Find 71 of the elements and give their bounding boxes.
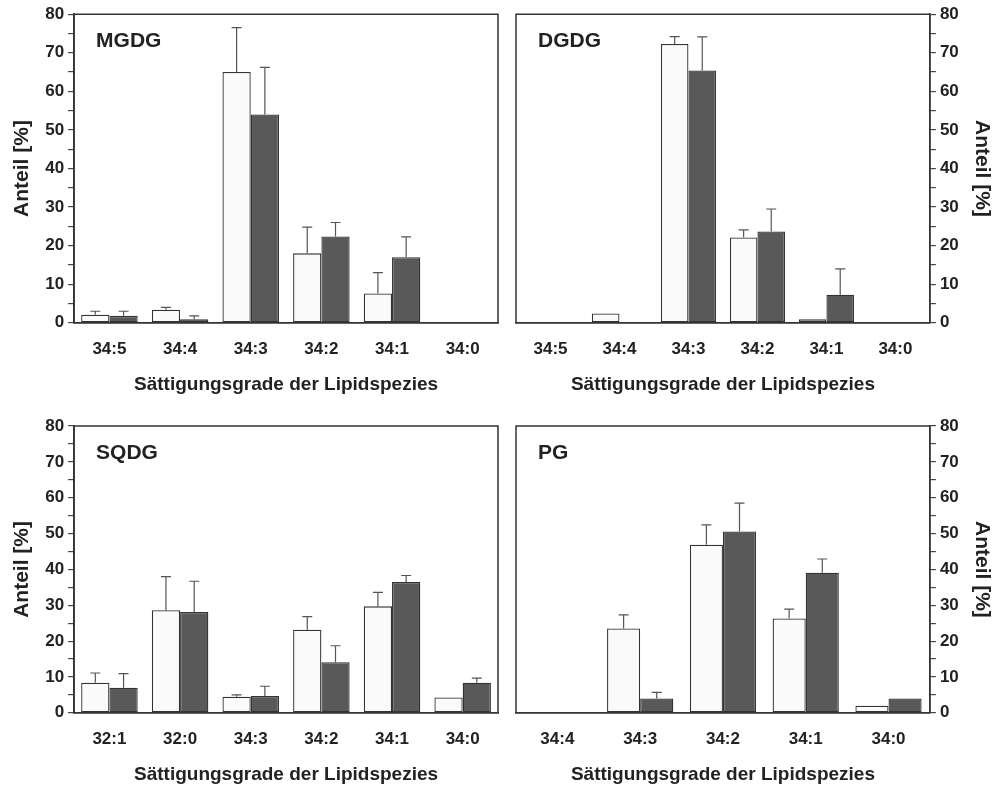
x-tick-label: 34:3 — [671, 338, 706, 358]
x-axis-title: Sättigungsgrade der Lipidspezies — [134, 372, 439, 394]
y2-tick-label: 80 — [939, 415, 959, 435]
x-tick-label: 34:0 — [878, 338, 913, 358]
y-tick-label: 60 — [45, 487, 65, 507]
y2-tick-label: 70 — [939, 451, 959, 471]
y-tick-label: 10 — [45, 666, 65, 686]
y2-tick-label: 0 — [939, 312, 950, 332]
y-tick-label: 30 — [45, 594, 65, 614]
y-axis-title: Anteil [%] — [9, 520, 33, 618]
y-tick-label: 60 — [45, 81, 65, 101]
y2-tick-label: 60 — [939, 81, 959, 101]
y-tick-label: 30 — [45, 196, 65, 216]
y2-tick-label: 10 — [939, 666, 959, 686]
y2-tick-label: 40 — [939, 559, 959, 579]
text: PG — [538, 440, 569, 464]
x-tick-label: 34:4 — [163, 338, 198, 358]
y-tick-label: 40 — [45, 559, 65, 579]
y2-tick-label: 50 — [939, 119, 959, 139]
x-tick-label: 34:5 — [92, 338, 127, 358]
x-tick-label: 34:2 — [304, 338, 339, 358]
y2-axis-title: Anteil [%] — [971, 120, 995, 217]
x-tick-label: 34:3 — [233, 728, 268, 748]
y-tick-label: 20 — [45, 630, 65, 650]
y2-axis-title: Anteil [%] — [971, 520, 995, 618]
y-tick-label: 50 — [45, 119, 65, 139]
x-tick-label: 34:2 — [705, 728, 740, 748]
y-tick-label: 0 — [54, 702, 65, 722]
x-tick-label: 34:4 — [540, 728, 575, 748]
y-tick-label: 70 — [45, 451, 65, 471]
y-tick-label: 40 — [45, 158, 65, 178]
y2-tick-label: 60 — [939, 487, 959, 507]
y2-tick-label: 20 — [939, 630, 959, 650]
x-tick-label: 34:2 — [304, 728, 339, 748]
y-tick-label: 80 — [45, 415, 65, 435]
y2-tick-label: 0 — [939, 702, 950, 722]
x-tick-label: 34:0 — [445, 728, 480, 748]
x-tick-label: 32:0 — [163, 728, 198, 748]
x-tick-label: 32:1 — [92, 728, 127, 748]
x-tick-label: 34:0 — [871, 728, 906, 748]
y2-tick-label: 50 — [939, 523, 959, 543]
y2-tick-label: 40 — [939, 158, 959, 178]
x-tick-label: 34:5 — [533, 338, 568, 358]
y2-tick-label: 10 — [939, 273, 959, 293]
x-tick-label: 34:0 — [445, 338, 480, 358]
x-tick-label: 34:3 — [623, 728, 658, 748]
y2-tick-label: 70 — [939, 42, 959, 62]
y-axis-title: Anteil [%] — [9, 120, 33, 217]
text: SQDG — [96, 440, 158, 464]
x-tick-label: 34:2 — [740, 338, 775, 358]
x-tick-label: 34:3 — [233, 338, 268, 358]
y-tick-label: 20 — [45, 235, 65, 255]
x-axis-title: Sättigungsgrade der Lipidspezies — [134, 762, 439, 784]
x-tick-label: 34:1 — [375, 338, 410, 358]
text: MGDG — [96, 28, 162, 52]
x-axis-title: Sättigungsgrade der Lipidspezies — [570, 372, 875, 394]
y-tick-label: 80 — [45, 3, 65, 23]
x-tick-label: 34:1 — [375, 728, 410, 748]
x-tick-label: 34:1 — [809, 338, 844, 358]
x-axis-title: Sättigungsgrade der Lipidspezies — [570, 762, 875, 784]
y2-tick-label: 30 — [939, 196, 959, 216]
y2-tick-label: 20 — [939, 235, 959, 255]
x-tick-label: 34:4 — [602, 338, 638, 358]
y-tick-label: 70 — [45, 42, 65, 62]
x-tick-label: 34:1 — [788, 728, 823, 748]
y2-tick-label: 80 — [939, 3, 959, 23]
y-tick-label: 0 — [54, 312, 65, 332]
y-tick-label: 50 — [45, 523, 65, 543]
y-tick-label: 10 — [45, 273, 65, 293]
y2-tick-label: 30 — [939, 594, 959, 614]
text: DGDG — [538, 28, 601, 52]
